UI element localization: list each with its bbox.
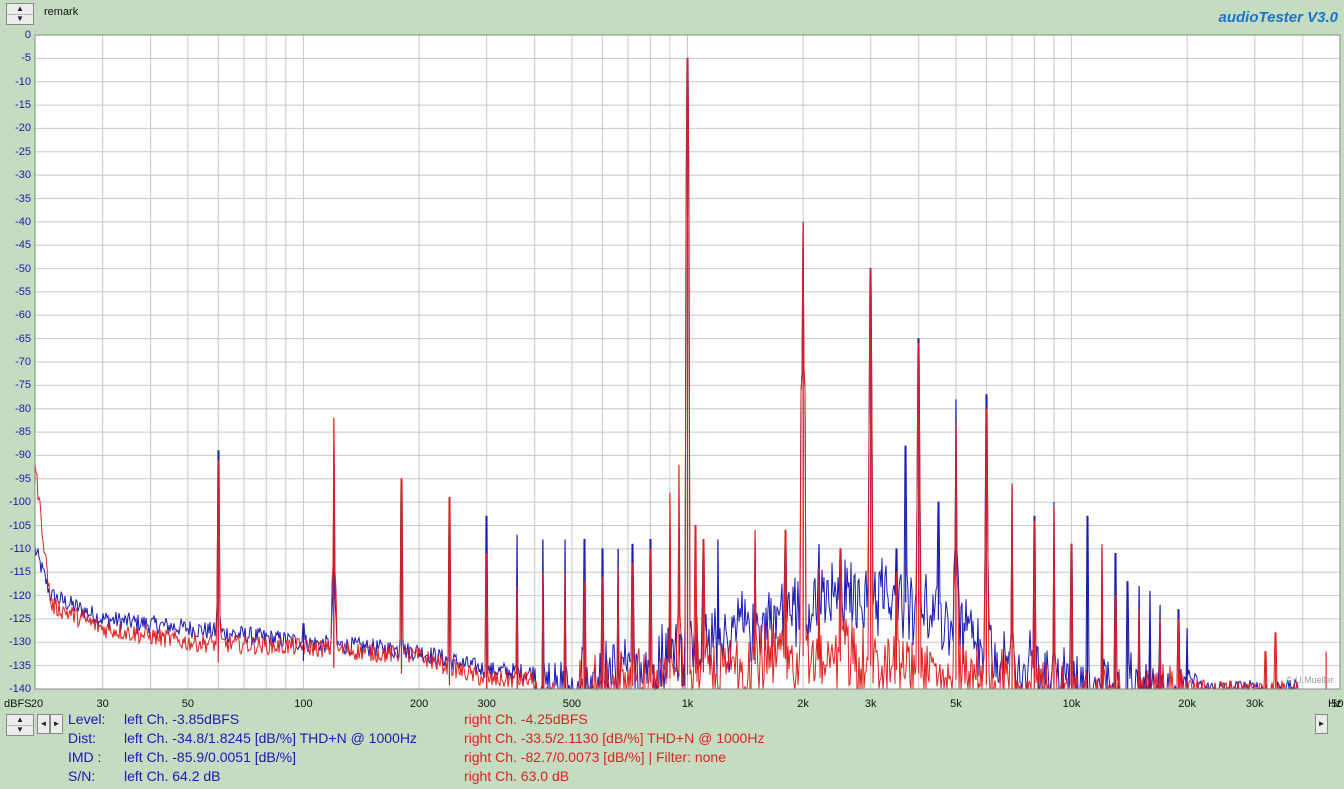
y-tick-label: -45 — [15, 239, 31, 252]
right-level: right Ch. -4.25dBFS — [464, 711, 588, 727]
y-axis-unit: dBFS — [4, 698, 32, 710]
y-tick-label: -140 — [8, 683, 31, 695]
y-tick-label: -20 — [15, 122, 31, 135]
row-label-level: Level: — [68, 711, 106, 727]
arrow-left-icon[interactable]: ◄ — [37, 714, 50, 734]
right-imd: right Ch. -82.7/0.0073 [dB/%] | Filter: … — [464, 749, 727, 765]
x-tick-label: 30 — [96, 698, 109, 710]
y-tick-label: -110 — [9, 542, 31, 555]
x-tick-label: 30k — [1245, 698, 1264, 710]
left-sn: left Ch. 64.2 dB — [124, 768, 221, 784]
spin-up-icon[interactable]: ▲ — [7, 715, 33, 726]
right-dist: right Ch. -33.5/2.1130 [dB/%] THD+N @ 10… — [464, 730, 765, 746]
left-level: left Ch. -3.85dBFS — [124, 711, 240, 727]
y-tick-label: -70 — [15, 356, 31, 368]
y-tick-label: -5 — [21, 52, 31, 65]
arrow-right-icon[interactable]: ► — [1315, 714, 1328, 734]
y-tick-label: -35 — [15, 192, 31, 205]
x-tick-label: 20 — [30, 698, 44, 710]
y-tick-label: -125 — [8, 612, 31, 625]
y-tick-label: -65 — [15, 332, 31, 345]
y-tick-label: -100 — [8, 496, 31, 509]
row-label-sn: S/N: — [68, 768, 96, 784]
y-tick-label: -115 — [9, 566, 31, 579]
left-dist: left Ch. -34.8/1.8245 [dB/%] THD+N @ 100… — [124, 730, 417, 746]
x-tick-label: 500 — [562, 698, 582, 710]
y-tick-label: -40 — [15, 215, 31, 228]
x-tick-label: 300 — [477, 698, 496, 710]
right-sn: right Ch. 63.0 dB — [464, 768, 570, 784]
row-label-imd: IMD : — [68, 749, 102, 765]
y-tick-label: -15 — [15, 99, 31, 112]
spin-down-icon[interactable]: ▼ — [16, 725, 24, 734]
x-tick-label: 10k — [1062, 698, 1081, 710]
y-tick-label: -60 — [15, 309, 31, 322]
y-tick-label: -25 — [15, 145, 31, 158]
y-tick-label: -55 — [15, 285, 31, 298]
y-tick-label: -105 — [8, 519, 31, 532]
y-tick-label: -10 — [15, 75, 31, 88]
plot-border — [34, 34, 1341, 690]
y-tick-label: -50 — [15, 262, 31, 275]
spin-down-icon[interactable]: ▼ — [16, 14, 24, 23]
x-tick-label: 50 — [181, 698, 194, 710]
x-tick-label: 2k — [797, 698, 809, 710]
remark-spinner[interactable]: ▲ ▼ — [6, 3, 34, 25]
arrow-right-icon[interactable]: ► — [50, 714, 63, 734]
right-channel-trace — [34, 57, 1300, 691]
x-tick-label: 100 — [294, 698, 313, 710]
y-tick-label: 0 — [24, 29, 31, 41]
copyright-text: © U.Mueller — [1286, 675, 1334, 685]
x-tick-label: 200 — [409, 698, 429, 710]
y-tick-label: -90 — [15, 449, 31, 462]
row-label-dist: Dist: — [68, 730, 96, 746]
y-tick-label: -130 — [8, 636, 31, 649]
footer-spinner[interactable]: ▲ ▼ — [6, 714, 34, 736]
spin-up-icon[interactable]: ▲ — [7, 4, 33, 15]
y-tick-label: -120 — [8, 589, 31, 602]
remark-label: remark — [44, 6, 79, 18]
left-imd: left Ch. -85.9/0.0051 [dB/%] — [124, 749, 296, 765]
x-tick-label: 20k — [1178, 698, 1197, 710]
x-tick-label: 50k — [1331, 698, 1344, 710]
left-channel-trace — [34, 57, 1300, 691]
y-tick-label: -80 — [15, 402, 31, 415]
x-axis-unit: Hz — [1328, 698, 1342, 710]
y-tick-label: -95 — [15, 472, 31, 485]
app-title: audioTester V3.0 — [1218, 9, 1339, 26]
y-tick-label: -75 — [15, 379, 31, 392]
y-tick-label: -85 — [15, 426, 31, 439]
x-tick-label: 1k — [681, 698, 694, 710]
x-tick-label: 3k — [864, 698, 877, 710]
y-tick-label: -30 — [15, 169, 31, 182]
x-tick-label: 5k — [950, 698, 962, 710]
y-tick-label: -135 — [8, 659, 31, 672]
